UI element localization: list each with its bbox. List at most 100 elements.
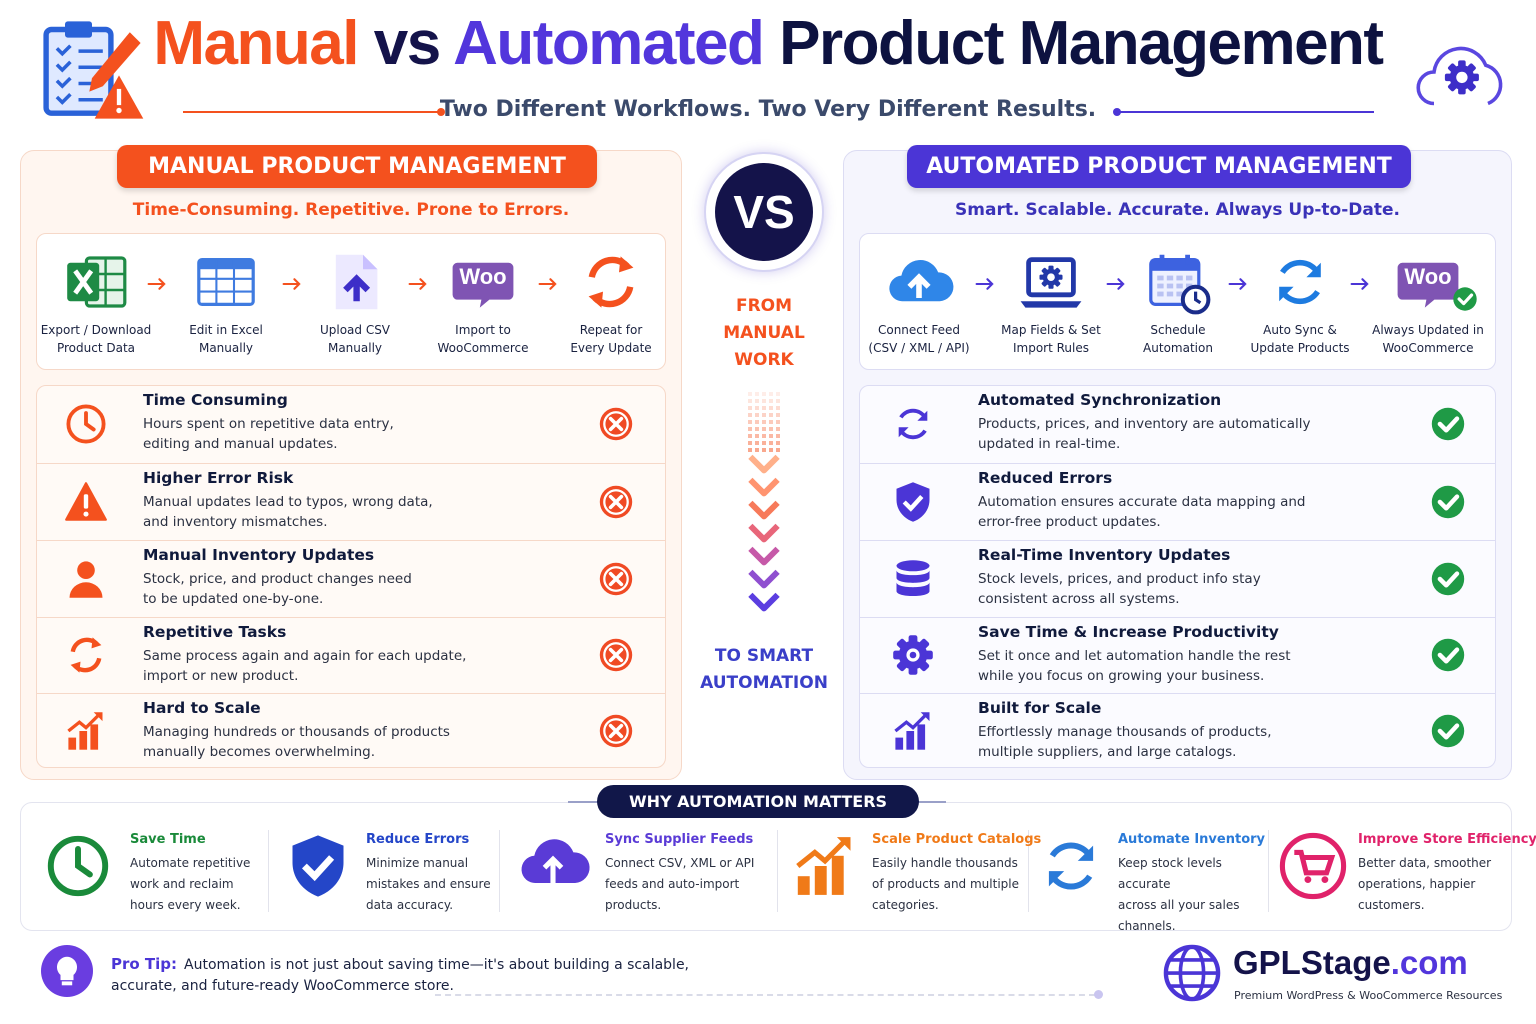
icon-graphic [43, 21, 144, 119]
step-label pl: Map Fields & Set Import Rules [1001, 323, 1101, 355]
dot [755, 420, 759, 424]
icon-shape [1039, 265, 1063, 289]
dot [769, 399, 773, 403]
dot [762, 434, 766, 438]
why-icon [1037, 832, 1105, 900]
dot [755, 406, 759, 410]
why-desc: Minimize manual mistakes and ensure data… [366, 856, 491, 912]
icon-shape [282, 278, 301, 290]
dot [769, 427, 773, 431]
icon-graphic [975, 278, 994, 290]
flow-arrow [280, 272, 304, 296]
icon-shape [79, 730, 88, 750]
step-label pl: Connect Feed (CSV / XML / API) [868, 323, 970, 355]
icon-shape [603, 488, 629, 515]
icon-shape [1437, 570, 1460, 588]
icon-graphic [893, 635, 933, 675]
icon-shape [907, 273, 931, 298]
why-icon [519, 832, 590, 900]
dot [762, 392, 766, 396]
item-desc: Automation ensures accurate data mapping… [978, 494, 1306, 530]
icon-shape [542, 855, 564, 897]
icon-graphic [1106, 278, 1125, 290]
dot [769, 448, 773, 452]
rule-dot [1113, 108, 1121, 116]
status-badge [1430, 484, 1466, 520]
rule-dot [437, 108, 445, 116]
dot [762, 420, 766, 424]
footer-dot [1094, 990, 1103, 999]
icon-graphic [1279, 259, 1321, 305]
dot [762, 406, 766, 410]
item-title: Repetitive Tasks [143, 623, 287, 641]
icon-shape [1431, 638, 1465, 672]
step-icon [1396, 250, 1460, 314]
icon-shape [1150, 259, 1199, 271]
why-icon [284, 832, 352, 900]
icon-shape [1457, 293, 1474, 306]
icon-shape [61, 981, 73, 986]
footer-rule [435, 994, 1095, 996]
icon-shape [1437, 416, 1460, 433]
icon-graphic [748, 523, 780, 543]
icon-graphic [1431, 714, 1465, 747]
icon-shape [1176, 291, 1183, 297]
icon-shape [917, 723, 926, 750]
icon-graphic [898, 408, 928, 440]
status-badge [1430, 713, 1466, 749]
status-badge [1430, 406, 1466, 442]
dot [748, 448, 752, 452]
why-divider [1028, 830, 1029, 912]
icon-graphic [896, 559, 930, 596]
dot [762, 399, 766, 403]
title: Manual vs Automated Product Management [0, 4, 1536, 84]
icon-graphic [292, 835, 344, 897]
icon-graphic [538, 278, 557, 290]
item-desc: Stock levels, prices, and product info s… [978, 571, 1261, 607]
flow-arrow [536, 272, 560, 296]
chevron [736, 588, 792, 622]
icon-shape [452, 262, 514, 308]
step-icon [1146, 250, 1211, 315]
icon-graphic [1163, 944, 1221, 1002]
title-vs: vs [373, 9, 441, 78]
flow-arrow [145, 272, 169, 296]
icon-shape [65, 21, 92, 38]
icon-shape [1431, 562, 1465, 595]
icon-graphic [47, 835, 109, 897]
icon-shape [1431, 714, 1465, 747]
flow-arrow [973, 272, 997, 296]
icon-graphic [748, 546, 780, 566]
icon-graphic [1431, 638, 1465, 672]
icon-shape [1304, 876, 1312, 883]
icon-graphic [588, 256, 634, 308]
bulb-icon [41, 945, 93, 997]
icon-shape [55, 44, 103, 57]
icon-graphic [69, 560, 103, 598]
chevron [736, 496, 792, 530]
icon-shape [1279, 286, 1294, 302]
icon-shape [797, 876, 810, 895]
icon-graphic [748, 477, 780, 497]
chevron [736, 542, 792, 576]
dot [769, 441, 773, 445]
item-desc: Set it once and let automation handle th… [978, 648, 1291, 684]
icon-graphic [889, 260, 954, 302]
icon-shape [1159, 254, 1190, 265]
why-desc: Connect CSV, XML or API feeds and auto-i… [605, 856, 755, 912]
icon-graphic [70, 637, 102, 673]
pro-tip: Pro Tip: Automation is not just about sav… [111, 954, 731, 997]
step-icon [323, 250, 387, 314]
dot [776, 427, 780, 431]
vs-badge: VS [715, 163, 813, 261]
icon-shape [748, 477, 780, 497]
icon-graphic [521, 839, 590, 897]
icon-shape [1437, 493, 1460, 511]
icon-shape [619, 256, 634, 273]
item-title: Real-Time Inventory Updates [978, 546, 1231, 564]
icon-graphic [1431, 407, 1465, 441]
icon-shape [896, 581, 930, 596]
status-badge [1430, 637, 1466, 673]
icon-shape [56, 956, 78, 981]
row-divider [859, 540, 1496, 541]
